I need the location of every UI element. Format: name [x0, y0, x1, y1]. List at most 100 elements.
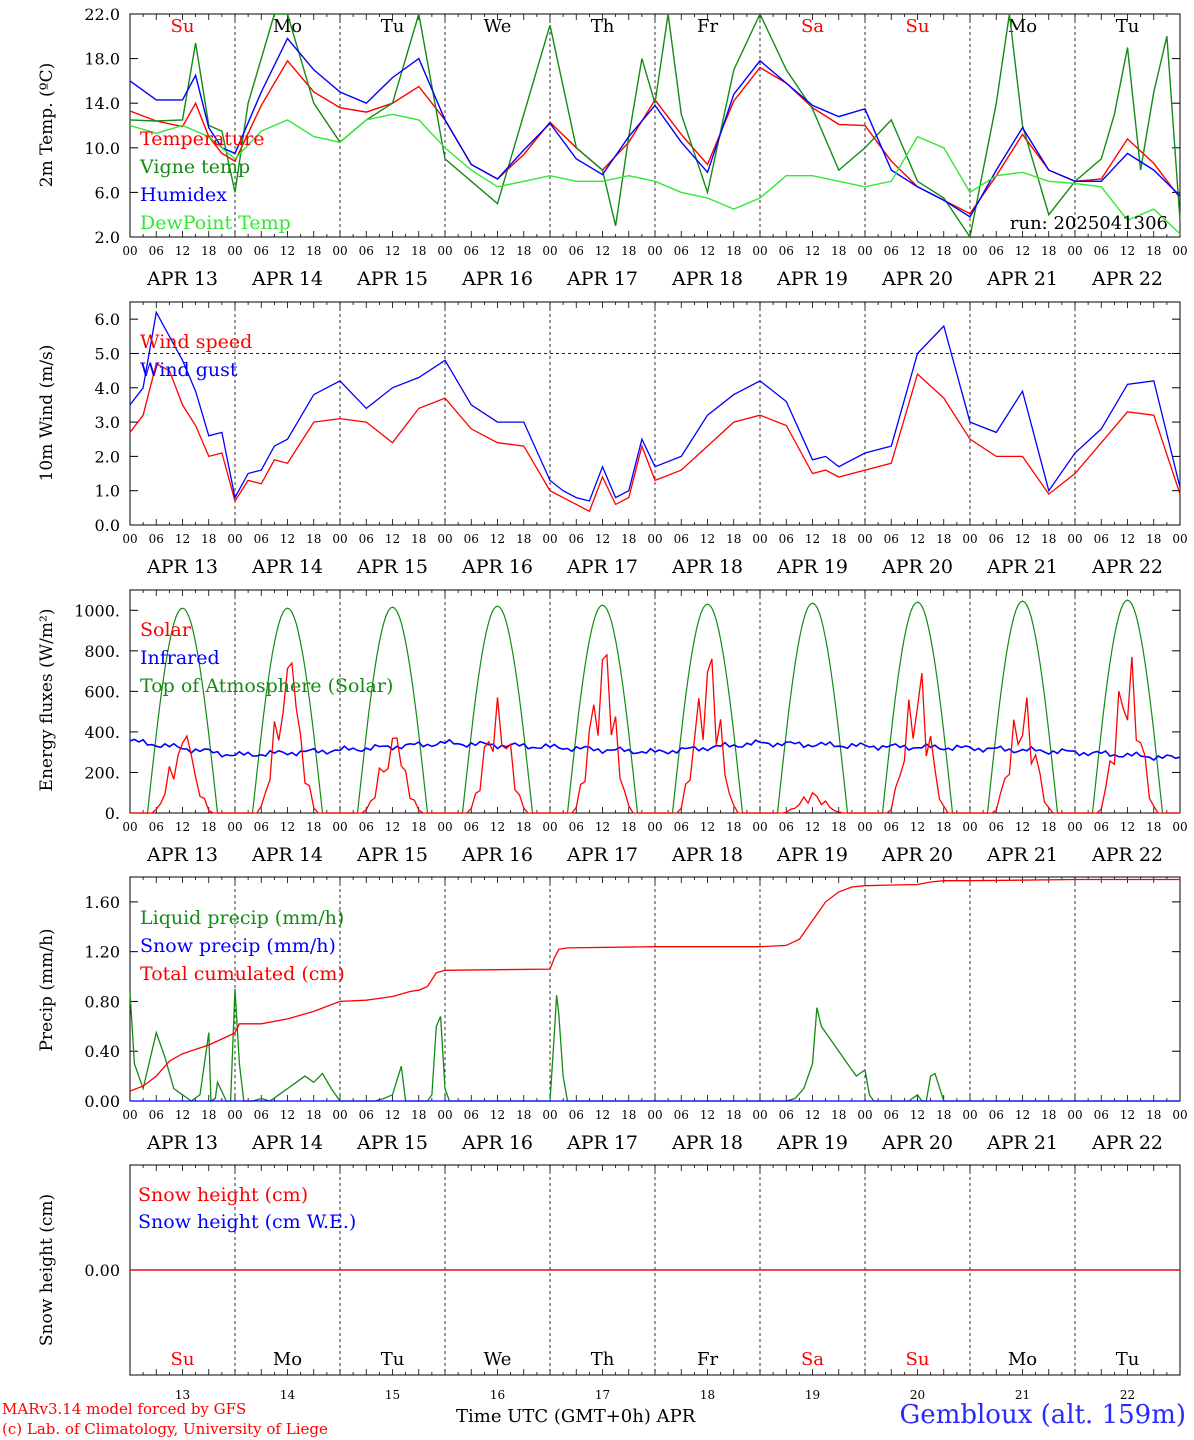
date-label: APR 20 [881, 268, 953, 290]
hour-tick-label: 18 [831, 1108, 846, 1122]
date-label: APR 15 [356, 556, 428, 578]
date-label: APR 21 [986, 844, 1058, 866]
hour-tick-label: 18 [726, 820, 741, 834]
hour-tick-label: 06 [149, 532, 164, 546]
hour-tick-label: 18 [621, 244, 636, 258]
weekday-label: Fr [697, 16, 718, 37]
date-label: APR 19 [776, 268, 848, 290]
hour-tick-label: 00 [542, 244, 557, 258]
legend-entry: Wind gust [140, 359, 238, 381]
weekday-label: Mo [273, 16, 302, 37]
hour-tick-label: 06 [254, 532, 269, 546]
date-label: APR 22 [1091, 844, 1163, 866]
hour-tick-label: 12 [910, 1108, 925, 1122]
date-label: APR 13 [146, 268, 218, 290]
hour-tick-label: 18 [621, 820, 636, 834]
hour-tick-label: 18 [306, 532, 321, 546]
day-number-label: 19 [805, 1388, 820, 1402]
location-label: Gembloux (alt. 159m) [899, 1400, 1186, 1430]
hour-tick-label: 06 [674, 820, 689, 834]
hour-tick-label: 00 [752, 532, 767, 546]
y-tick-label: 400. [84, 723, 120, 742]
legend-entry: Vigne temp [139, 156, 250, 178]
weekday-label: Tu [381, 1349, 405, 1370]
hour-tick-label: 00 [122, 244, 137, 258]
day-number-label: 15 [385, 1388, 400, 1402]
panel-frame [129, 301, 1181, 526]
time-axis-label: Time UTC (GMT+0h) APR [456, 1406, 696, 1427]
hour-tick-label: 12 [1120, 244, 1135, 258]
date-label: APR 18 [671, 1132, 743, 1154]
hour-tick-label: 00 [647, 532, 662, 546]
hour-tick-label: 12 [385, 244, 400, 258]
date-label: APR 14 [251, 844, 323, 866]
hour-tick-label: 06 [149, 244, 164, 258]
hour-tick-label: 18 [936, 532, 951, 546]
date-label: APR 21 [986, 268, 1058, 290]
hour-tick-label: 00 [122, 532, 137, 546]
day-number-label: 16 [490, 1388, 505, 1402]
legend-entry: DewPoint Temp [140, 212, 291, 234]
hour-tick-label: 12 [280, 1108, 295, 1122]
hour-tick-label: 06 [464, 1108, 479, 1122]
day-number-label: 14 [280, 1388, 296, 1402]
hour-tick-label: 06 [989, 1108, 1004, 1122]
y-axis-label: 10m Wind (m/s) [37, 345, 57, 482]
hour-tick-label: 00 [1172, 532, 1187, 546]
hour-tick-label: 18 [1146, 532, 1161, 546]
weekday-label: Mo [1008, 16, 1037, 37]
hour-tick-label: 06 [254, 1108, 269, 1122]
hour-tick-label: 00 [227, 244, 242, 258]
hour-tick-label: 12 [910, 820, 925, 834]
date-label: APR 22 [1091, 268, 1163, 290]
hour-tick-label: 12 [700, 820, 715, 834]
legend-entry: Snow height (cm W.E.) [138, 1211, 356, 1233]
hour-tick-label: 06 [569, 1108, 584, 1122]
hour-tick-label: 06 [884, 532, 899, 546]
y-tick-label: 6.0 [95, 183, 120, 202]
temp-series-line [129, 37, 1181, 218]
hour-tick-label: 12 [490, 820, 505, 834]
hour-tick-label: 06 [569, 532, 584, 546]
hour-tick-label: 06 [779, 244, 794, 258]
hour-tick-label: 00 [332, 1108, 347, 1122]
hour-tick-label: 00 [1172, 1108, 1187, 1122]
hour-tick-label: 12 [805, 244, 820, 258]
legend-entry: Humidex [140, 184, 227, 206]
legend-entry: Temperature [140, 128, 264, 150]
date-label: APR 20 [881, 556, 953, 578]
hour-tick-label: 18 [201, 820, 216, 834]
date-label: APR 13 [146, 844, 218, 866]
hour-tick-label: 06 [674, 244, 689, 258]
y-tick-label: 600. [84, 682, 120, 701]
hour-tick-label: 00 [542, 1108, 557, 1122]
legend-entry: Snow precip (mm/h) [140, 935, 336, 957]
y-tick-label: 0.80 [84, 992, 120, 1011]
date-label: APR 19 [776, 556, 848, 578]
hour-tick-label: 06 [149, 820, 164, 834]
y-tick-label: 1.60 [84, 893, 120, 912]
y-tick-label: 2.0 [95, 447, 120, 466]
hour-tick-label: 18 [936, 1108, 951, 1122]
y-tick-label: 5.0 [95, 344, 120, 363]
weekday-label: Tu [1116, 16, 1140, 37]
legend-entry: Solar [140, 619, 192, 641]
hour-tick-label: 18 [201, 1108, 216, 1122]
hour-tick-label: 12 [280, 244, 295, 258]
wind-series-line [129, 310, 1181, 502]
date-label: APR 14 [251, 1132, 323, 1154]
day-number-label: 21 [1015, 1388, 1030, 1402]
hour-tick-label: 12 [700, 532, 715, 546]
date-label: APR 17 [566, 268, 638, 290]
y-axis-label: Energy fluxes (W/m²) [37, 609, 57, 792]
hour-tick-label: 12 [805, 820, 820, 834]
hour-tick-label: 00 [962, 532, 977, 546]
hour-tick-label: 12 [175, 532, 190, 546]
weekday-label: Su [906, 1349, 930, 1370]
legend-entry: Infrared [140, 647, 220, 669]
hour-tick-label: 12 [1015, 532, 1030, 546]
date-label: APR 20 [881, 844, 953, 866]
hour-tick-label: 12 [910, 244, 925, 258]
hour-tick-label: 18 [516, 244, 531, 258]
date-label: APR 16 [461, 844, 533, 866]
